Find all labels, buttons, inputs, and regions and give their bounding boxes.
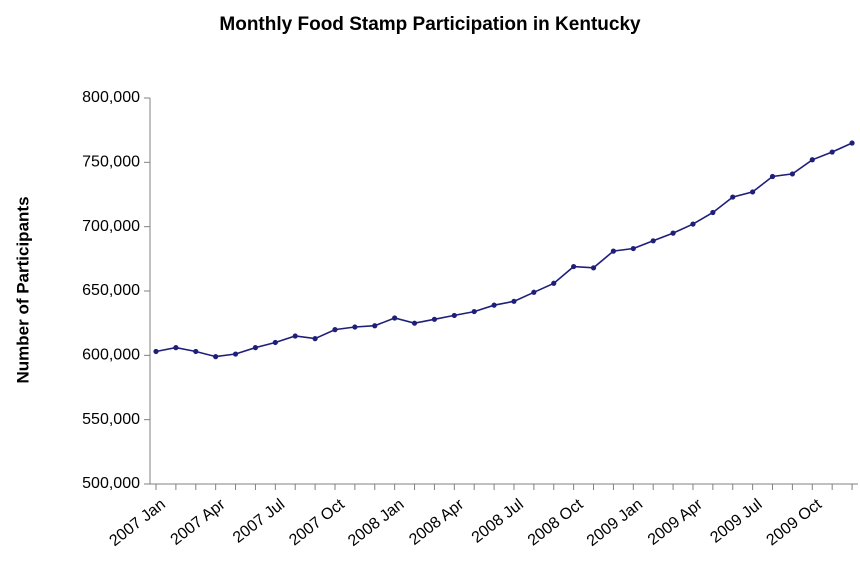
data-point	[352, 324, 358, 330]
data-point	[193, 348, 199, 355]
data-point	[411, 320, 418, 326]
data-point	[551, 280, 557, 286]
x-tick-label: 2008 Jul	[469, 496, 527, 547]
y-axis-title: Number of Participants	[13, 196, 32, 383]
data-point	[571, 263, 577, 270]
data-point	[252, 345, 259, 351]
y-tick-label: 550,000	[82, 411, 140, 428]
series-line-group	[155, 142, 853, 358]
data-point	[809, 157, 815, 163]
data-point	[491, 302, 497, 308]
data-point	[511, 298, 517, 304]
x-tick-label: 2008 Jan	[345, 496, 407, 550]
x-tick-label: 2007 Jan	[107, 496, 169, 550]
data-point	[690, 221, 696, 227]
x-tick-label: 2007 Jul	[230, 496, 288, 547]
data-point	[769, 173, 776, 180]
x-tick-label: 2007 Apr	[168, 496, 229, 549]
data-point	[789, 171, 796, 177]
y-axis: 500,000 550,000 600,000 650,000 700,000 750,0…	[82, 89, 151, 492]
data-point	[650, 238, 656, 244]
data-point	[332, 327, 338, 333]
data-point	[232, 351, 239, 357]
y-tick-label: 650,000	[82, 282, 140, 299]
x-tick-label: 2009 Oct	[764, 496, 826, 550]
y-tick-label: 500,000	[82, 475, 140, 492]
data-point	[153, 348, 159, 355]
data-point	[292, 333, 298, 339]
y-tick-label: 700,000	[82, 218, 140, 235]
y-axis-title-group: Number of Participants	[13, 196, 32, 383]
data-point	[431, 316, 438, 322]
x-tick-label: 2009 Apr	[645, 496, 706, 549]
data-point	[312, 336, 318, 342]
data-point	[610, 248, 617, 254]
data-point	[849, 140, 855, 146]
y-tick-label: 800,000	[82, 89, 140, 106]
data-point	[531, 289, 537, 295]
series-line	[155, 142, 853, 358]
data-point	[750, 189, 756, 195]
data-point	[173, 345, 179, 351]
data-point	[372, 323, 378, 329]
y-tick-label: 750,000	[82, 154, 140, 171]
data-point	[392, 315, 398, 321]
data-point	[272, 339, 278, 346]
data-point	[451, 312, 457, 319]
x-tick-label: 2009 Jul	[707, 496, 765, 547]
chart-title: Monthly Food Stamp Participation in Kent…	[219, 14, 641, 35]
data-point	[730, 194, 736, 200]
data-point	[471, 308, 477, 315]
x-tick-label: 2008 Apr	[406, 496, 467, 549]
x-tick-label: 2008 Oct	[525, 496, 587, 550]
x-tick-label: 2009 Jan	[584, 496, 646, 550]
data-point	[829, 149, 835, 155]
data-point	[630, 245, 636, 252]
y-tick-label: 600,000	[82, 347, 140, 364]
data-point	[213, 354, 219, 360]
data-points	[153, 140, 855, 360]
x-tick-label: 2007 Oct	[286, 496, 348, 550]
data-point	[590, 265, 597, 271]
data-point	[670, 230, 676, 236]
data-point	[710, 209, 716, 216]
